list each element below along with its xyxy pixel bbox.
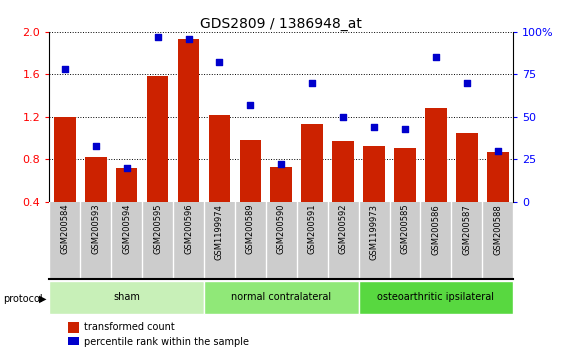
Point (400, 126, 409, 131)
Point (215, 59, 224, 65)
Point (462, 80, 472, 86)
Text: GSM200596: GSM200596 (184, 204, 193, 255)
Bar (68, 322, 79, 333)
Bar (209, 115, 230, 201)
Text: GSM1199974: GSM1199974 (215, 204, 224, 260)
Text: GSM1199973: GSM1199973 (369, 204, 379, 260)
Text: GSM200590: GSM200590 (277, 204, 286, 254)
Bar (363, 146, 385, 201)
Point (122, 165, 131, 170)
Bar (85, 157, 107, 201)
Bar (240, 140, 261, 201)
Bar (49, 281, 204, 314)
Point (277, 161, 286, 167)
Text: GSM200589: GSM200589 (246, 204, 255, 255)
Point (493, 148, 502, 153)
Bar (270, 166, 292, 201)
Point (432, 55, 441, 60)
Bar (394, 148, 416, 201)
Text: GSM200584: GSM200584 (60, 204, 69, 255)
Title: GDS2809 / 1386948_at: GDS2809 / 1386948_at (200, 17, 362, 31)
Text: transformed count: transformed count (84, 322, 175, 332)
Text: osteoarthritic ipsilateral: osteoarthritic ipsilateral (378, 291, 495, 302)
Bar (54, 117, 75, 201)
Point (91, 143, 100, 148)
Text: GSM200586: GSM200586 (432, 204, 440, 255)
Bar (332, 141, 354, 201)
Bar (358, 281, 513, 314)
Point (339, 114, 348, 120)
Text: GSM200587: GSM200587 (462, 204, 472, 255)
Bar (425, 108, 447, 201)
Point (307, 80, 317, 86)
Bar (302, 124, 323, 201)
Text: GSM200592: GSM200592 (339, 204, 347, 254)
Text: normal contralateral: normal contralateral (231, 291, 331, 302)
Bar (116, 167, 137, 201)
Point (184, 36, 193, 41)
Text: percentile rank within the sample: percentile rank within the sample (84, 337, 249, 347)
Text: GSM200595: GSM200595 (153, 204, 162, 254)
Bar (177, 39, 200, 201)
Point (246, 102, 255, 108)
Point (369, 124, 379, 130)
Bar (456, 133, 478, 201)
Bar (147, 76, 168, 201)
Text: GSM200594: GSM200594 (122, 204, 131, 254)
Text: GSM200588: GSM200588 (494, 204, 502, 255)
Text: GSM200591: GSM200591 (308, 204, 317, 254)
Bar (68, 337, 79, 346)
Text: protocol: protocol (3, 294, 42, 304)
Text: ▶: ▶ (39, 294, 47, 304)
Point (60, 66, 70, 72)
Text: GSM200585: GSM200585 (401, 204, 409, 255)
Text: sham: sham (113, 291, 140, 302)
Bar (487, 152, 509, 201)
Bar (204, 281, 358, 314)
Text: GSM200593: GSM200593 (91, 204, 100, 255)
Point (153, 34, 162, 40)
